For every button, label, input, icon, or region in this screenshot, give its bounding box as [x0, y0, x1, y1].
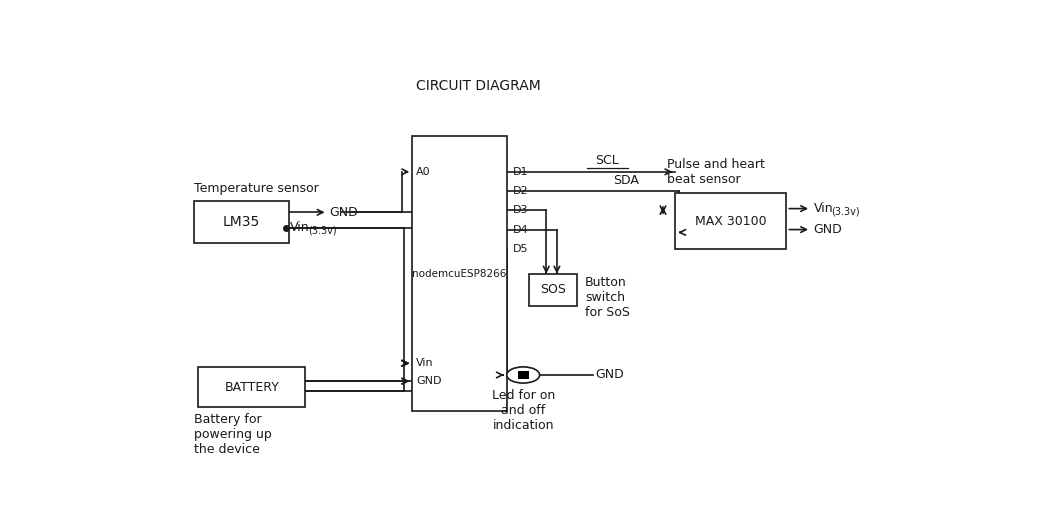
Text: GND: GND [814, 223, 842, 236]
Bar [518, 370, 528, 379]
Text: CIRCUIT DIAGRAM: CIRCUIT DIAGRAM [416, 79, 540, 93]
Text: D5: D5 [514, 244, 528, 254]
Text: A0: A0 [416, 167, 431, 177]
Text: Vin: Vin [290, 221, 310, 234]
Text: GND: GND [416, 376, 441, 386]
Text: SDA: SDA [613, 174, 639, 187]
Text: SOS: SOS [540, 284, 566, 297]
Bar [675, 193, 786, 249]
Bar [412, 136, 507, 411]
Text: Temperature sensor: Temperature sensor [194, 182, 319, 195]
Text: Button
switch
for SoS: Button switch for SoS [585, 276, 630, 319]
Text: MAX 30100: MAX 30100 [695, 215, 767, 228]
Text: Battery for
powering up
the device: Battery for powering up the device [194, 413, 272, 457]
Bar [198, 367, 306, 407]
Text: D2: D2 [514, 186, 529, 196]
Text: D1: D1 [514, 167, 528, 177]
Text: (3.3v): (3.3v) [832, 206, 860, 216]
Text: (3.3v): (3.3v) [309, 226, 337, 236]
Text: nodemcuESP8266: nodemcuESP8266 [413, 269, 507, 279]
Text: D3: D3 [514, 205, 528, 215]
Bar [529, 274, 577, 306]
Text: D4: D4 [514, 225, 529, 235]
Text: Led for on
and off
indication: Led for on and off indication [491, 389, 555, 432]
Text: LM35: LM35 [223, 215, 260, 229]
Bar [194, 201, 289, 244]
Circle shape [507, 367, 540, 383]
Text: BATTERY: BATTERY [225, 381, 279, 393]
Text: GND: GND [595, 369, 624, 381]
Text: Vin: Vin [814, 202, 833, 215]
Text: Pulse and heart
beat sensor: Pulse and heart beat sensor [667, 158, 765, 186]
Text: SCL: SCL [595, 154, 620, 167]
Text: Vin: Vin [416, 358, 434, 368]
Text: GND: GND [329, 206, 358, 219]
